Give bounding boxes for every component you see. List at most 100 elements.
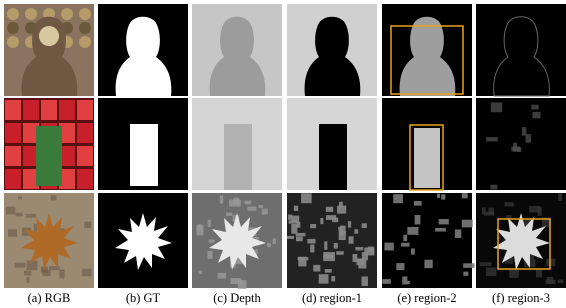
noise-patch <box>509 270 519 278</box>
noise-patch <box>51 195 57 201</box>
target <box>224 124 252 190</box>
noise-patch <box>238 280 247 289</box>
background-figure <box>7 22 19 34</box>
noise-patch <box>407 281 410 284</box>
product-box <box>23 100 39 120</box>
caption: (d) region-1 <box>302 291 362 305</box>
noise-patch <box>441 194 445 199</box>
noise-patch <box>292 216 299 223</box>
region2-image <box>382 193 475 288</box>
target <box>319 124 347 190</box>
noise-patch <box>226 213 233 216</box>
noise-patch <box>258 205 262 208</box>
noise-patch <box>6 207 15 215</box>
noise-patch <box>486 267 496 276</box>
noise-patch <box>511 146 520 151</box>
target-box <box>36 126 62 186</box>
caption: (b) GT <box>126 291 161 305</box>
noise-patch <box>325 269 332 273</box>
product-box <box>5 146 21 166</box>
noise-patch <box>538 207 542 216</box>
noise-patch <box>267 243 271 247</box>
background-figure <box>79 8 91 20</box>
noise-patch <box>247 207 256 211</box>
noise-patch <box>296 222 300 228</box>
noise-patch <box>480 262 492 266</box>
noise-patch <box>26 277 29 283</box>
noise-patch <box>287 236 294 239</box>
image-background <box>476 4 566 96</box>
noise-patch <box>354 229 358 233</box>
figure: (a) RGB(b) GT(c) Depth(d) region-1(e) re… <box>0 0 566 308</box>
noise-patch <box>262 209 268 215</box>
noise-patch <box>491 102 502 112</box>
product-box <box>5 123 21 143</box>
noise-patch <box>336 251 343 255</box>
noise-patch <box>415 215 421 224</box>
gt-image <box>98 4 188 96</box>
noise-patch <box>8 229 17 237</box>
depth-image <box>192 193 282 289</box>
noise-patch <box>558 193 562 200</box>
image-background <box>476 98 566 190</box>
noise-patch <box>411 248 415 254</box>
noise-patch <box>313 265 320 272</box>
noise-patch <box>522 127 526 135</box>
noise-patch <box>355 247 363 250</box>
noise-patch <box>218 273 226 279</box>
noise-patch <box>435 228 446 232</box>
noise-patch <box>393 194 403 203</box>
noise-patch <box>323 255 333 259</box>
noise-patch <box>82 269 92 276</box>
noise-patch <box>301 193 312 203</box>
noise-patch <box>229 200 241 207</box>
noise-patch <box>326 207 333 212</box>
noise-patch <box>84 222 91 228</box>
noise-patch <box>207 251 212 259</box>
region3-image <box>476 4 566 96</box>
noise-patch <box>547 277 554 284</box>
noise-patch <box>362 223 367 228</box>
noise-patch <box>361 276 367 286</box>
noise-patch <box>15 213 22 217</box>
target <box>414 128 440 188</box>
gt-image <box>98 193 188 288</box>
face <box>39 26 59 46</box>
noise-patch <box>531 105 538 110</box>
noise-patch <box>484 212 494 216</box>
noise-patch <box>396 263 404 270</box>
noise-patch <box>384 243 393 251</box>
noise-patch <box>320 218 323 224</box>
target <box>130 124 158 186</box>
image-background <box>382 193 472 288</box>
noise-patch <box>42 270 50 276</box>
noise-patch <box>296 233 306 236</box>
noise-patch <box>319 274 329 283</box>
noise-patch <box>505 202 514 206</box>
noise-patch <box>368 247 374 252</box>
noise-patch <box>463 272 468 276</box>
background-figure <box>79 36 91 48</box>
noise-patch <box>334 243 338 249</box>
product-box <box>59 100 75 120</box>
noise-patch <box>310 224 316 228</box>
region1-image <box>287 193 377 288</box>
depth-image <box>192 4 282 96</box>
noise-patch <box>208 220 211 227</box>
noise-patch <box>462 220 473 228</box>
background-figure <box>7 36 19 48</box>
background-figure <box>79 22 91 34</box>
noise-patch <box>24 271 31 276</box>
product-box <box>41 100 57 120</box>
region3-image <box>476 193 566 288</box>
region2-image <box>382 4 472 96</box>
noise-patch <box>339 231 346 240</box>
noise-patch <box>296 237 303 242</box>
noise-patch <box>273 238 276 244</box>
noise-patch <box>294 206 298 211</box>
noise-patch <box>558 280 563 283</box>
noise-patch <box>414 201 422 206</box>
noise-patch <box>27 260 38 270</box>
caption: (a) RGB <box>28 291 71 305</box>
rgb-image <box>4 98 94 190</box>
